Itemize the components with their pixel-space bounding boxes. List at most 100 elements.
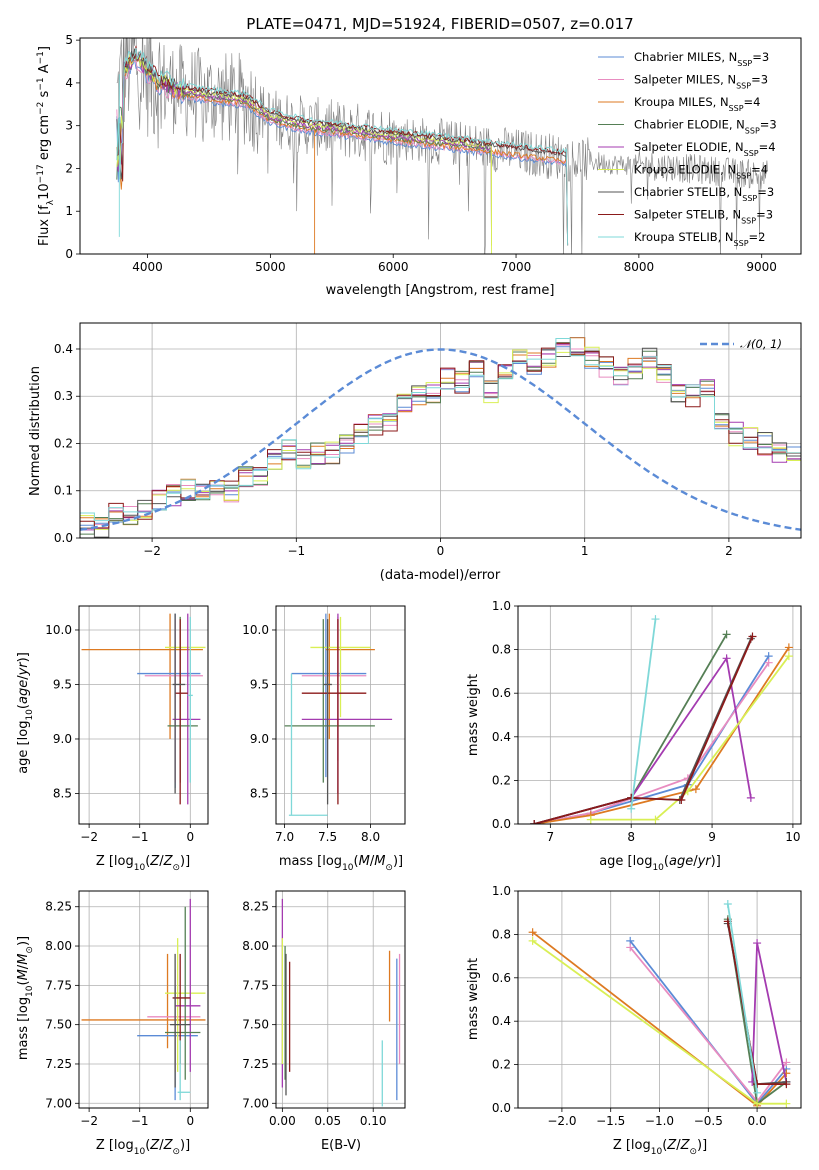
weight-marker	[586, 815, 595, 824]
agez-y-label: age [log10(age/yr)]	[16, 652, 35, 774]
legend-label: 𝒩(0, 1)	[740, 337, 782, 351]
mass-vs-ebv-panel: 0.00 0.05 0.10 7.00 7.25 7.50 7.75 8.00 8.25	[242, 890, 406, 1128]
y-tick-label: 9.0	[53, 732, 72, 746]
y-tick-label: 0.2	[54, 436, 73, 450]
wage-y-label: mass weight	[466, 674, 481, 756]
x-tick-label: 0.00	[269, 1114, 296, 1128]
x-tick-label: −2	[80, 1114, 98, 1128]
normal-curve	[80, 348, 801, 531]
y-tick-label: 7.00	[242, 1096, 269, 1110]
y-tick-label: 8.5	[53, 786, 72, 800]
plot-frame	[79, 37, 802, 255]
spectrum-x-label: wavelength [Angstrom, rest frame]	[326, 283, 555, 298]
y-tick-label: 9.0	[250, 732, 269, 746]
x-tick-label: 0	[437, 544, 445, 558]
weight-line	[630, 618, 657, 809]
y-tick-label: 8.00	[45, 939, 72, 953]
residuals-panel: −2 −1 0 1 2 0.0 0.1 0.2 0.3 0.4 𝒩(0, 1) (data-mode…	[28, 322, 802, 583]
y-tick-label: 0.0	[492, 1101, 511, 1115]
spectrum-y-label: Flux [fλ10−17 erg cm−2 s−1 A−1]	[36, 46, 56, 246]
x-tick-label: 7.0	[275, 830, 294, 844]
histograms	[80, 337, 801, 538]
weight-marker	[753, 1088, 762, 1097]
wz-y-label: mass weight	[466, 958, 481, 1040]
weight-marker	[784, 643, 793, 652]
mass-vs-metallicity-panel: −2 −1 0 7.00 7.25 7.50 7.75 8.00 8.25	[45, 890, 209, 1128]
x-tick-label: 0.0	[748, 1114, 767, 1128]
y-tick-label: 7.50	[45, 1018, 72, 1032]
legend-label: Salpeter MILES, NSSP=3	[634, 73, 768, 91]
model-spectrum	[116, 59, 569, 246]
model-spectrum	[116, 57, 569, 246]
weight-lines	[530, 615, 793, 824]
x-tick-label: 7	[547, 830, 555, 844]
weight-marker	[784, 652, 793, 661]
weight-marker	[782, 1058, 791, 1067]
age-vs-mass-panel: 7.0 7.5 8.0 8.5 9.0 9.5 10.0	[242, 605, 406, 844]
weight-marker	[627, 793, 636, 802]
y-tick-label: 1.0	[492, 884, 511, 898]
weight-marker	[651, 615, 660, 624]
weight-marker	[753, 1099, 762, 1108]
spectrum-panel: PLATE=0471, MJD=51924, FIBERID=0507, z=0…	[36, 15, 802, 298]
weight-marker	[782, 1080, 791, 1089]
wage-x-label: age [log10(age/yr)]	[599, 854, 721, 873]
x-tick-label: 10	[785, 830, 800, 844]
x-tick-label: 7000	[501, 260, 532, 274]
weight-marker	[677, 796, 686, 805]
weight-vs-age-panel: 7 8 9 10 0.0 0.2 0.4 0.6 0.8 1.0	[492, 599, 802, 844]
y-tick-label: 7.00	[45, 1096, 72, 1110]
weight-marker	[723, 900, 732, 909]
weight-line	[590, 655, 790, 821]
x-tick-label: −1.5	[596, 1114, 625, 1128]
x-tick-label: 7.5	[318, 830, 337, 844]
spectrum-legend: Chabrier MILES, NSSP=3 Salpeter MILES, NS…	[598, 50, 777, 248]
weight-marker	[782, 1099, 791, 1108]
agem-x-label: mass [log10(M/M⊙)]	[279, 854, 403, 873]
y-tick-label: 8.00	[242, 939, 269, 953]
y-tick-label: 10.0	[242, 623, 269, 637]
mz-x-label: Z [log10(Z/Z⊙)]	[96, 1138, 190, 1157]
y-tick-label: 0.8	[492, 927, 511, 941]
y-tick-label: 8.25	[242, 900, 269, 914]
y-tick-label: 7.25	[242, 1057, 269, 1071]
legend-label: Salpeter ELODIE, NSSP=4	[634, 140, 776, 158]
y-tick-label: 7.50	[242, 1018, 269, 1032]
plot-frame	[78, 605, 209, 825]
x-tick-label: 9000	[746, 260, 777, 274]
weight-lines	[528, 900, 791, 1108]
y-tick-label: 0.6	[492, 686, 511, 700]
weight-marker	[746, 793, 755, 802]
y-tick-label: 9.5	[53, 677, 72, 691]
y-tick-label: 0.4	[54, 342, 73, 356]
weight-marker	[530, 820, 539, 824]
y-tick-label: 8.25	[45, 900, 72, 914]
x-tick-label: −2	[80, 830, 98, 844]
weight-marker	[651, 815, 660, 824]
weight-marker	[753, 939, 762, 948]
plot-frame	[275, 890, 406, 1109]
weight-marker	[748, 632, 757, 641]
y-tick-label: 0.2	[492, 773, 511, 787]
y-tick-label: 4	[65, 76, 73, 90]
x-tick-label: 5000	[255, 260, 286, 274]
spectrum-title: PLATE=0471, MJD=51924, FIBERID=0507, z=0…	[246, 15, 633, 33]
y-tick-label: 0.2	[492, 1058, 511, 1072]
weight-marker	[722, 654, 731, 663]
y-tick-label: 0.3	[54, 389, 73, 403]
y-tick-label: 0.1	[54, 484, 73, 498]
errorbars	[281, 898, 401, 1107]
y-tick-label: 0.0	[492, 817, 511, 831]
y-tick-label: 7.25	[45, 1057, 72, 1071]
x-tick-label: 0	[186, 830, 194, 844]
model-spectrum	[116, 53, 569, 246]
x-tick-label: −2.0	[547, 1114, 576, 1128]
x-tick-label: 8000	[624, 260, 655, 274]
age-vs-metallicity-panel: −2 −1 0 8.5 9.0 9.5 10.0	[45, 605, 209, 844]
weight-line	[533, 636, 754, 824]
y-tick-label: 10.0	[45, 623, 72, 637]
y-tick-label: 0.6	[492, 971, 511, 985]
x-tick-label: 1	[581, 544, 589, 558]
y-tick-label: 3	[65, 119, 73, 133]
legend-label: Chabrier ELODIE, NSSP=3	[634, 118, 777, 136]
